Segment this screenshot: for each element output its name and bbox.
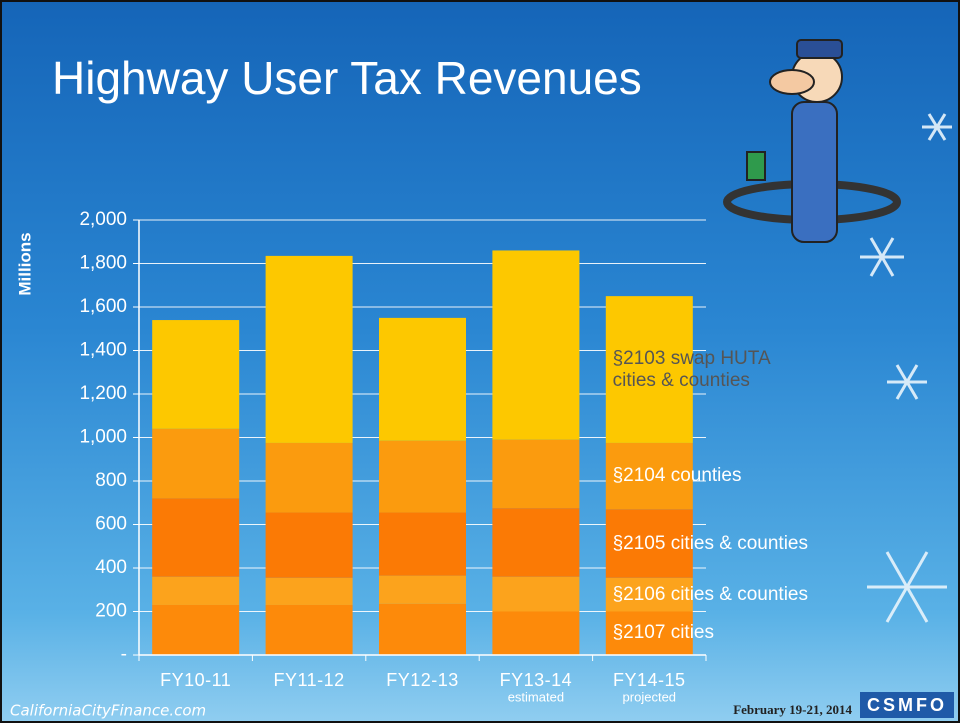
series-label: §2105 cities & counties (612, 532, 808, 554)
bar-segment (152, 320, 240, 429)
series-label: §2106 cities & counties (612, 583, 808, 605)
x-tick-label: FY14-15 (613, 670, 686, 690)
bar-segment (605, 577, 693, 612)
bar-segment (492, 611, 580, 655)
bar-segment (379, 575, 466, 604)
bar-segment (605, 509, 693, 578)
bar-segment (379, 512, 466, 576)
x-tick-note: projected (623, 689, 676, 704)
y-tick-label: 1,000 (79, 427, 127, 448)
snowflakes (860, 113, 952, 623)
bar-segment (265, 512, 353, 578)
x-tick-label: FY11-12 (273, 670, 344, 690)
slide-title: Highway User Tax Revenues (52, 52, 642, 104)
bar-segment (152, 498, 240, 577)
bar-segment (379, 317, 466, 441)
bar-segment (605, 296, 693, 443)
bar-segment (492, 250, 580, 440)
bar-segment (152, 604, 240, 655)
x-tick-note: estimated (508, 689, 564, 704)
bar-segment (265, 442, 353, 513)
y-axis-label: Millions (15, 232, 34, 295)
x-tick-label: FY13-14 (500, 670, 573, 690)
y-tick-label: 1,800 (79, 253, 127, 274)
y-tick-label: 1,200 (79, 383, 127, 404)
y-tick-label: 200 (95, 601, 127, 622)
y-tick-label: 400 (95, 557, 127, 578)
cartoon (723, 39, 901, 243)
bar-segment (605, 611, 693, 655)
y-tick-label: 2,000 (79, 209, 127, 230)
y-tick-label: 600 (95, 514, 127, 535)
bar-segment (492, 508, 580, 577)
y-tick-label: 1,400 (79, 340, 127, 361)
bar-segment (265, 255, 353, 443)
bar-segment (492, 439, 580, 509)
logo-box (860, 692, 954, 718)
bar-segment (265, 604, 353, 655)
series-label: §2104 counties (612, 465, 742, 487)
bar-segment (379, 440, 466, 513)
bar-segment (379, 603, 466, 655)
y-tick-label: - (121, 644, 127, 665)
logo: CSMFO (867, 695, 947, 715)
y-tick-label: 1,600 (79, 296, 127, 317)
bar-segment (152, 576, 240, 605)
footer-left: CaliforniaCityFinance.com (10, 702, 206, 720)
x-tick-label: FY10-11 (160, 670, 231, 690)
y-tick-label: 800 (95, 470, 127, 491)
series-label: §2107 cities (612, 622, 714, 644)
x-tick-label: FY12-13 (386, 670, 459, 690)
bar-segment (605, 442, 693, 510)
bar-segment (265, 577, 353, 605)
series-label: §2103 swap HUTA cities & counties (612, 347, 770, 391)
bar-segment (152, 428, 240, 499)
bar-segment (492, 576, 580, 612)
footer-right: February 19-21, 2014 (733, 702, 852, 717)
